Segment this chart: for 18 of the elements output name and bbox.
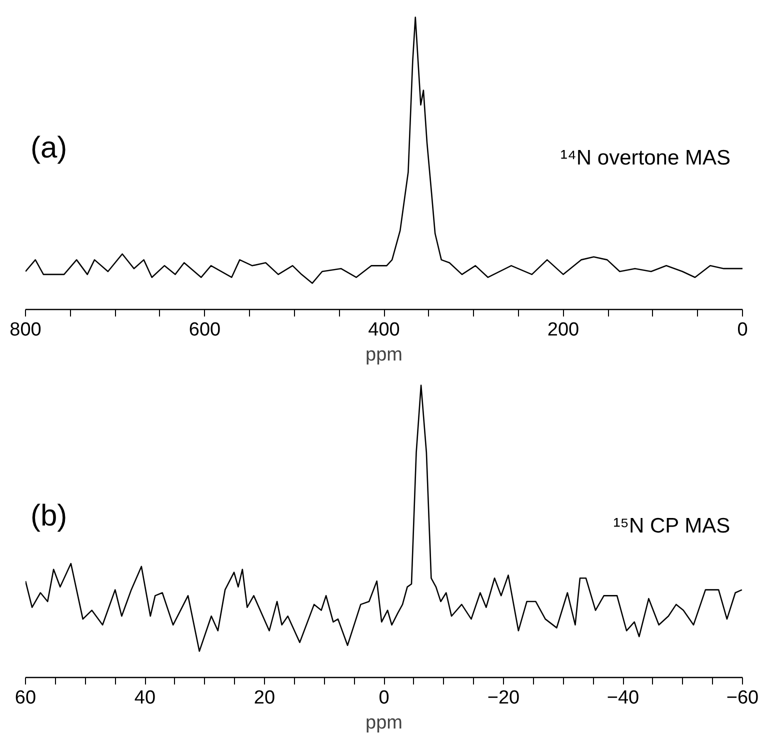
annotation: (b) [30,500,68,532]
annotation: ¹⁴N overtone MAS [560,146,731,170]
x-tick-label: 800 [10,320,42,340]
x-tick-label: −40 [606,688,640,708]
x-tick-label: 20 [254,688,276,708]
x-tick-label: 60 [14,688,36,708]
annotation: ¹⁵N CP MAS [613,514,730,538]
x-axis-title: ppm [366,712,402,734]
x-tick-label: 400 [368,320,400,340]
x-tick-label: −60 [726,688,759,708]
x-tick-label: 600 [188,320,221,340]
x-tick-label: 0 [737,320,748,340]
annotation: (a) [30,132,68,164]
x-tick-label: 0 [378,688,390,708]
x-axis-title: ppm [366,344,402,366]
x-tick-label: 200 [547,320,580,340]
x-tick-label: −20 [487,688,520,708]
x-tick-label: 40 [134,688,156,708]
